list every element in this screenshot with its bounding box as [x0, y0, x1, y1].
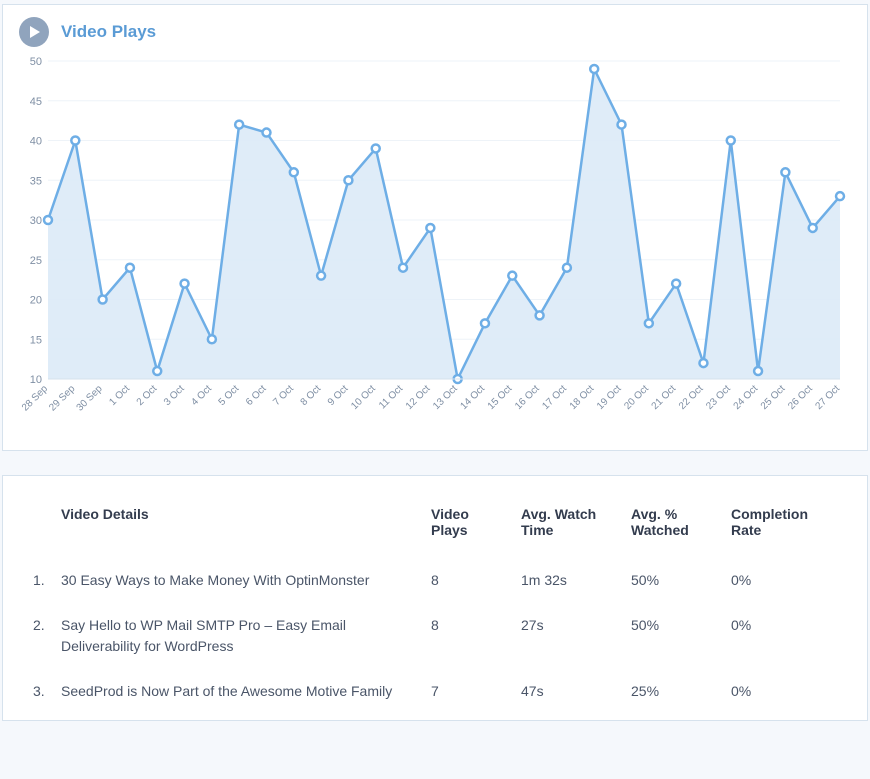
svg-text:29 Sep: 29 Sep	[47, 383, 77, 413]
avg-pct-watched-value: 50%	[623, 558, 723, 603]
svg-text:20 Oct: 20 Oct	[622, 383, 651, 412]
svg-text:8 Oct: 8 Oct	[299, 383, 324, 408]
svg-text:50: 50	[30, 56, 42, 68]
video-plays-chart-panel: Video Plays 10152025303540455028 Sep29 S…	[2, 4, 868, 451]
svg-text:30 Sep: 30 Sep	[75, 383, 105, 413]
svg-text:22 Oct: 22 Oct	[677, 383, 706, 412]
row-number: 2.	[25, 603, 53, 669]
svg-text:25 Oct: 25 Oct	[759, 383, 788, 412]
svg-text:25: 25	[30, 255, 42, 267]
chart-title: Video Plays	[61, 22, 156, 42]
col-header-avg-watch: Avg. Watch Time	[513, 496, 623, 558]
svg-text:21 Oct: 21 Oct	[650, 383, 679, 412]
table-row: 1.30 Easy Ways to Make Money With OptinM…	[25, 558, 845, 603]
svg-text:23 Oct: 23 Oct	[704, 383, 733, 412]
play-icon	[19, 17, 49, 47]
svg-text:26 Oct: 26 Oct	[786, 383, 815, 412]
svg-text:40: 40	[30, 136, 42, 148]
video-plays-value: 8	[423, 603, 513, 669]
row-number: 3.	[25, 669, 53, 714]
svg-text:12 Oct: 12 Oct	[404, 383, 433, 412]
svg-text:19 Oct: 19 Oct	[595, 383, 624, 412]
table-header-row: Video Details Video Plays Avg. Watch Tim…	[25, 496, 845, 558]
svg-text:13 Oct: 13 Oct	[431, 383, 460, 412]
svg-text:30: 30	[30, 215, 42, 227]
svg-text:15: 15	[30, 334, 42, 346]
svg-text:35: 35	[30, 175, 42, 187]
avg-pct-watched-value: 25%	[623, 669, 723, 714]
svg-text:17 Oct: 17 Oct	[540, 383, 569, 412]
completion-rate-value: 0%	[723, 669, 845, 714]
svg-text:14 Oct: 14 Oct	[458, 383, 487, 412]
avg-watch-time-value: 27s	[513, 603, 623, 669]
svg-text:9 Oct: 9 Oct	[326, 383, 351, 408]
svg-text:4 Oct: 4 Oct	[189, 383, 214, 408]
video-plays-chart: 10152025303540455028 Sep29 Sep30 Sep1 Oc…	[19, 55, 851, 435]
svg-text:7 Oct: 7 Oct	[271, 383, 296, 408]
svg-text:10 Oct: 10 Oct	[349, 383, 378, 412]
svg-text:24 Oct: 24 Oct	[732, 383, 761, 412]
svg-text:18 Oct: 18 Oct	[568, 383, 597, 412]
svg-text:1 Oct: 1 Oct	[107, 383, 132, 408]
avg-watch-time-value: 1m 32s	[513, 558, 623, 603]
video-plays-value: 7	[423, 669, 513, 714]
video-title[interactable]: 30 Easy Ways to Make Money With OptinMon…	[53, 558, 423, 603]
chart-header: Video Plays	[19, 17, 851, 47]
completion-rate-value: 0%	[723, 603, 845, 669]
svg-text:45: 45	[30, 96, 42, 108]
avg-pct-watched-value: 50%	[623, 603, 723, 669]
row-number: 1.	[25, 558, 53, 603]
video-plays-value: 8	[423, 558, 513, 603]
col-header-completion: Completion Rate	[723, 496, 845, 558]
col-header-plays: Video Plays	[423, 496, 513, 558]
svg-text:6 Oct: 6 Oct	[244, 383, 269, 408]
svg-text:5 Oct: 5 Oct	[217, 383, 242, 408]
svg-text:16 Oct: 16 Oct	[513, 383, 542, 412]
video-details-table: Video Details Video Plays Avg. Watch Tim…	[25, 496, 845, 714]
avg-watch-time-value: 47s	[513, 669, 623, 714]
video-title[interactable]: Say Hello to WP Mail SMTP Pro – Easy Ema…	[53, 603, 423, 669]
col-header-avg-pct: Avg. % Watched	[623, 496, 723, 558]
col-num	[25, 496, 53, 558]
svg-text:2 Oct: 2 Oct	[135, 383, 160, 408]
col-header-details: Video Details	[53, 496, 423, 558]
svg-text:27 Oct: 27 Oct	[814, 383, 843, 412]
video-details-panel: Video Details Video Plays Avg. Watch Tim…	[2, 475, 868, 721]
svg-text:20: 20	[30, 295, 42, 307]
table-row: 2.Say Hello to WP Mail SMTP Pro – Easy E…	[25, 603, 845, 669]
svg-text:15 Oct: 15 Oct	[486, 383, 515, 412]
svg-text:11 Oct: 11 Oct	[377, 383, 405, 411]
svg-text:28 Sep: 28 Sep	[20, 383, 50, 413]
completion-rate-value: 0%	[723, 558, 845, 603]
table-row: 3.SeedProd is Now Part of the Awesome Mo…	[25, 669, 845, 714]
video-title[interactable]: SeedProd is Now Part of the Awesome Moti…	[53, 669, 423, 714]
svg-text:3 Oct: 3 Oct	[162, 383, 187, 408]
